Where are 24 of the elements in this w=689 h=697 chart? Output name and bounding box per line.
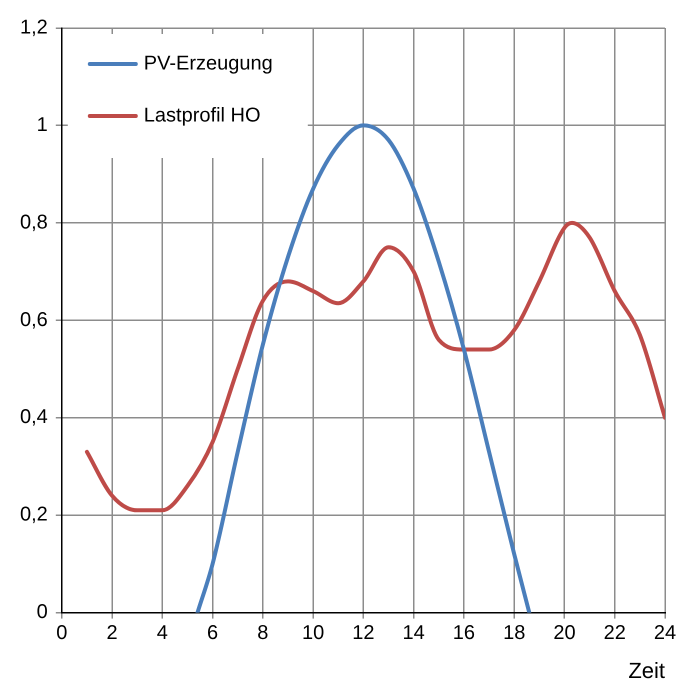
x-tick-label: 14 — [402, 622, 425, 644]
x-tick-label: 22 — [604, 622, 626, 644]
legend-label: Lastprofil HO — [144, 104, 261, 127]
y-tick-label: 0,6 — [20, 308, 48, 331]
x-tick-label: 0 — [56, 622, 68, 644]
x-tick-label: 24 — [654, 622, 676, 644]
x-tick-label: 20 — [553, 622, 576, 644]
y-tick-label: 1 — [36, 114, 48, 136]
y-tick-label: 0,2 — [20, 504, 48, 526]
y-tick-label: 0,8 — [20, 211, 48, 234]
y-tick-label: 1,2 — [20, 16, 48, 39]
x-tick-label: 18 — [503, 622, 526, 644]
x-tick-label: 2 — [106, 622, 118, 644]
x-tick-label: 4 — [156, 622, 168, 644]
legend-label: PV-Erzeugung — [144, 52, 273, 75]
x-tick-label: 6 — [207, 622, 218, 644]
x-tick-label: 12 — [352, 622, 375, 644]
x-tick-label: 10 — [302, 622, 324, 644]
y-tick-label: 0 — [36, 601, 48, 624]
x-axis-title: Zeit — [628, 658, 665, 683]
x-tick-label: 8 — [257, 622, 268, 644]
line-series — [84, 220, 665, 512]
x-tick-label: 16 — [452, 622, 476, 644]
y-tick-label: 0,4 — [20, 406, 48, 428]
